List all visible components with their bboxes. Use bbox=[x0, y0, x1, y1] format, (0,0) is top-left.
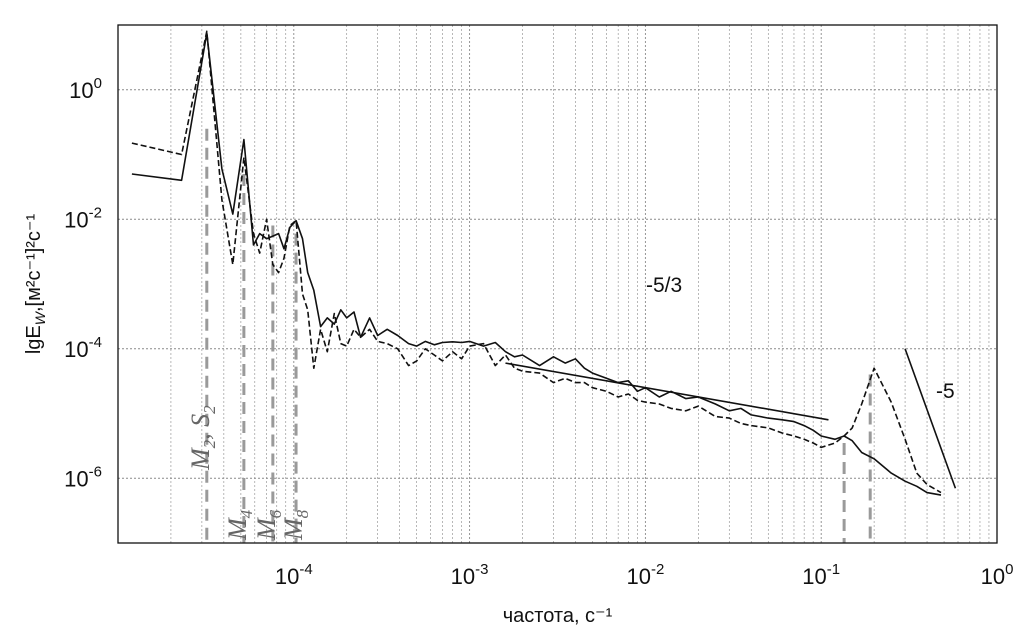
y-tick-label: 10-6 bbox=[64, 463, 102, 491]
y-axis-label: lgEW,[м²с⁻¹]²с⁻¹ bbox=[23, 214, 48, 355]
y-tick-label: 10-2 bbox=[64, 204, 102, 232]
x-tick-label: 10-4 bbox=[275, 561, 313, 589]
reference-slope-line bbox=[904, 348, 957, 489]
x-tick-label: 10-3 bbox=[451, 561, 489, 589]
reference-slope-label: -5/3 bbox=[646, 274, 682, 297]
x-tick-label: 10-1 bbox=[802, 561, 840, 589]
series-lines bbox=[131, 30, 942, 496]
tick-labels: 10-4 10-3 10-2 10-1 100 10-6 10-4 10-2 100 bbox=[64, 75, 1013, 589]
y-tick-label: 100 bbox=[69, 75, 102, 103]
reference-slope-line bbox=[505, 362, 829, 421]
series-line-dashed bbox=[131, 30, 942, 494]
grid bbox=[117, 25, 997, 543]
x-tick-label: 10-2 bbox=[626, 561, 664, 589]
tidal-marker-label: M4 bbox=[223, 509, 256, 541]
reference-slopes: -5/3 -5 bbox=[505, 274, 957, 489]
tidal-marker-label: M6 bbox=[252, 509, 285, 541]
reference-slope-label: -5 bbox=[936, 380, 955, 403]
x-tick-label: 100 bbox=[981, 561, 1014, 589]
plot-frame bbox=[117, 24, 998, 544]
tidal-marker-label: M2, S2 bbox=[186, 405, 219, 471]
x-axis-label: частота, с⁻¹ bbox=[503, 605, 613, 627]
y-tick-label: 10-4 bbox=[64, 334, 102, 362]
series-line-solid bbox=[131, 32, 942, 496]
tidal-marker-label: M8 bbox=[279, 509, 312, 541]
